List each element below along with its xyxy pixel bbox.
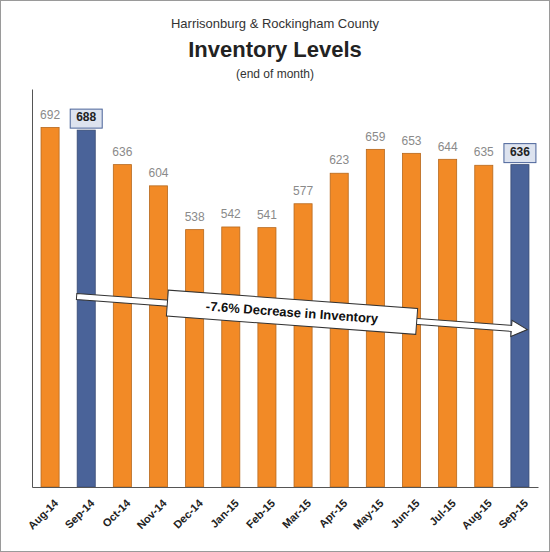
data-label: 659: [365, 130, 385, 144]
data-label: 604: [148, 166, 168, 180]
bar: [258, 228, 276, 487]
data-label: 538: [185, 210, 205, 224]
title: Inventory Levels: [188, 37, 362, 62]
x-axis-line: [33, 487, 539, 488]
bar: [41, 127, 59, 487]
x-tick-label: Apr-15: [316, 497, 349, 530]
data-label-box: [504, 144, 536, 163]
x-tick: Feb-15: [244, 487, 278, 530]
x-tick-label: Jun-15: [388, 497, 422, 531]
bar: [113, 165, 131, 487]
data-label: 653: [401, 134, 421, 148]
data-label: 577: [293, 184, 313, 198]
annotation-arrow: [76, 288, 528, 337]
x-tick-label: Sep-14: [62, 496, 97, 531]
x-tick-label: Jan-15: [208, 497, 241, 530]
x-tick-label: Mar-15: [280, 497, 314, 531]
subtitle: (end of month): [236, 67, 314, 81]
annotation-text: -7.6% Decrease in Inventory: [205, 299, 379, 327]
data-label: 688: [76, 110, 96, 124]
x-tick: Sep-14: [62, 487, 97, 531]
x-tick: Jul-15: [427, 487, 458, 528]
data-label-box: [70, 109, 102, 128]
x-tick-label: Jul-15: [427, 497, 458, 528]
bar: [330, 173, 348, 487]
x-tick-label: Aug-14: [25, 496, 60, 531]
bar: [294, 204, 312, 487]
header: Harrisonburg & Rockingham County: [171, 16, 380, 31]
bar: [149, 186, 167, 487]
x-tick-label: Aug-15: [459, 497, 494, 532]
data-label: 636: [510, 145, 530, 159]
x-tick-label: Dec-14: [171, 496, 206, 531]
x-tick: Apr-15: [316, 487, 349, 530]
bar: [186, 230, 204, 487]
bar: [77, 130, 95, 487]
x-tick: Oct-14: [100, 487, 133, 529]
x-tick: Nov-14: [134, 487, 169, 531]
x-tick: Sep-15: [496, 487, 530, 531]
data-label: 623: [329, 153, 349, 167]
data-label: 636: [112, 145, 132, 159]
x-tick: Jan-15: [208, 487, 241, 530]
chart: Harrisonburg & Rockingham County Inventor…: [0, 0, 550, 552]
bar: [222, 227, 240, 487]
x-axis: Aug-14Sep-14Oct-14Nov-14Dec-14Jan-15Feb-…: [25, 487, 538, 532]
x-tick-label: Sep-15: [496, 497, 530, 531]
x-tick: Jun-15: [388, 487, 422, 530]
annotation-box: [166, 290, 417, 334]
data-label: 635: [474, 145, 494, 159]
x-tick: Aug-14: [25, 487, 60, 532]
x-tick: Mar-15: [280, 487, 314, 530]
bars: [41, 127, 529, 487]
data-labels: 692 688 636 604 538 542 541 577 623 659 653 644 635 6…: [40, 108, 536, 224]
x-tick-label: Oct-14: [100, 496, 133, 529]
data-label: 541: [257, 208, 277, 222]
x-tick-label: May-15: [351, 497, 386, 532]
x-tick: Aug-15: [459, 487, 494, 532]
frame: [1, 1, 550, 552]
data-label: 542: [221, 207, 241, 221]
data-label: 692: [40, 108, 60, 122]
y-axis-line: [32, 90, 33, 488]
x-tick: May-15: [351, 487, 386, 532]
annotation: -7.6% Decrease in Inventory: [76, 283, 529, 342]
data-label: 644: [438, 140, 458, 154]
y-axis: [32, 90, 33, 488]
x-tick-label: Nov-14: [134, 496, 169, 531]
x-tick-label: Feb-15: [244, 497, 278, 531]
x-tick: Dec-14: [171, 487, 206, 531]
